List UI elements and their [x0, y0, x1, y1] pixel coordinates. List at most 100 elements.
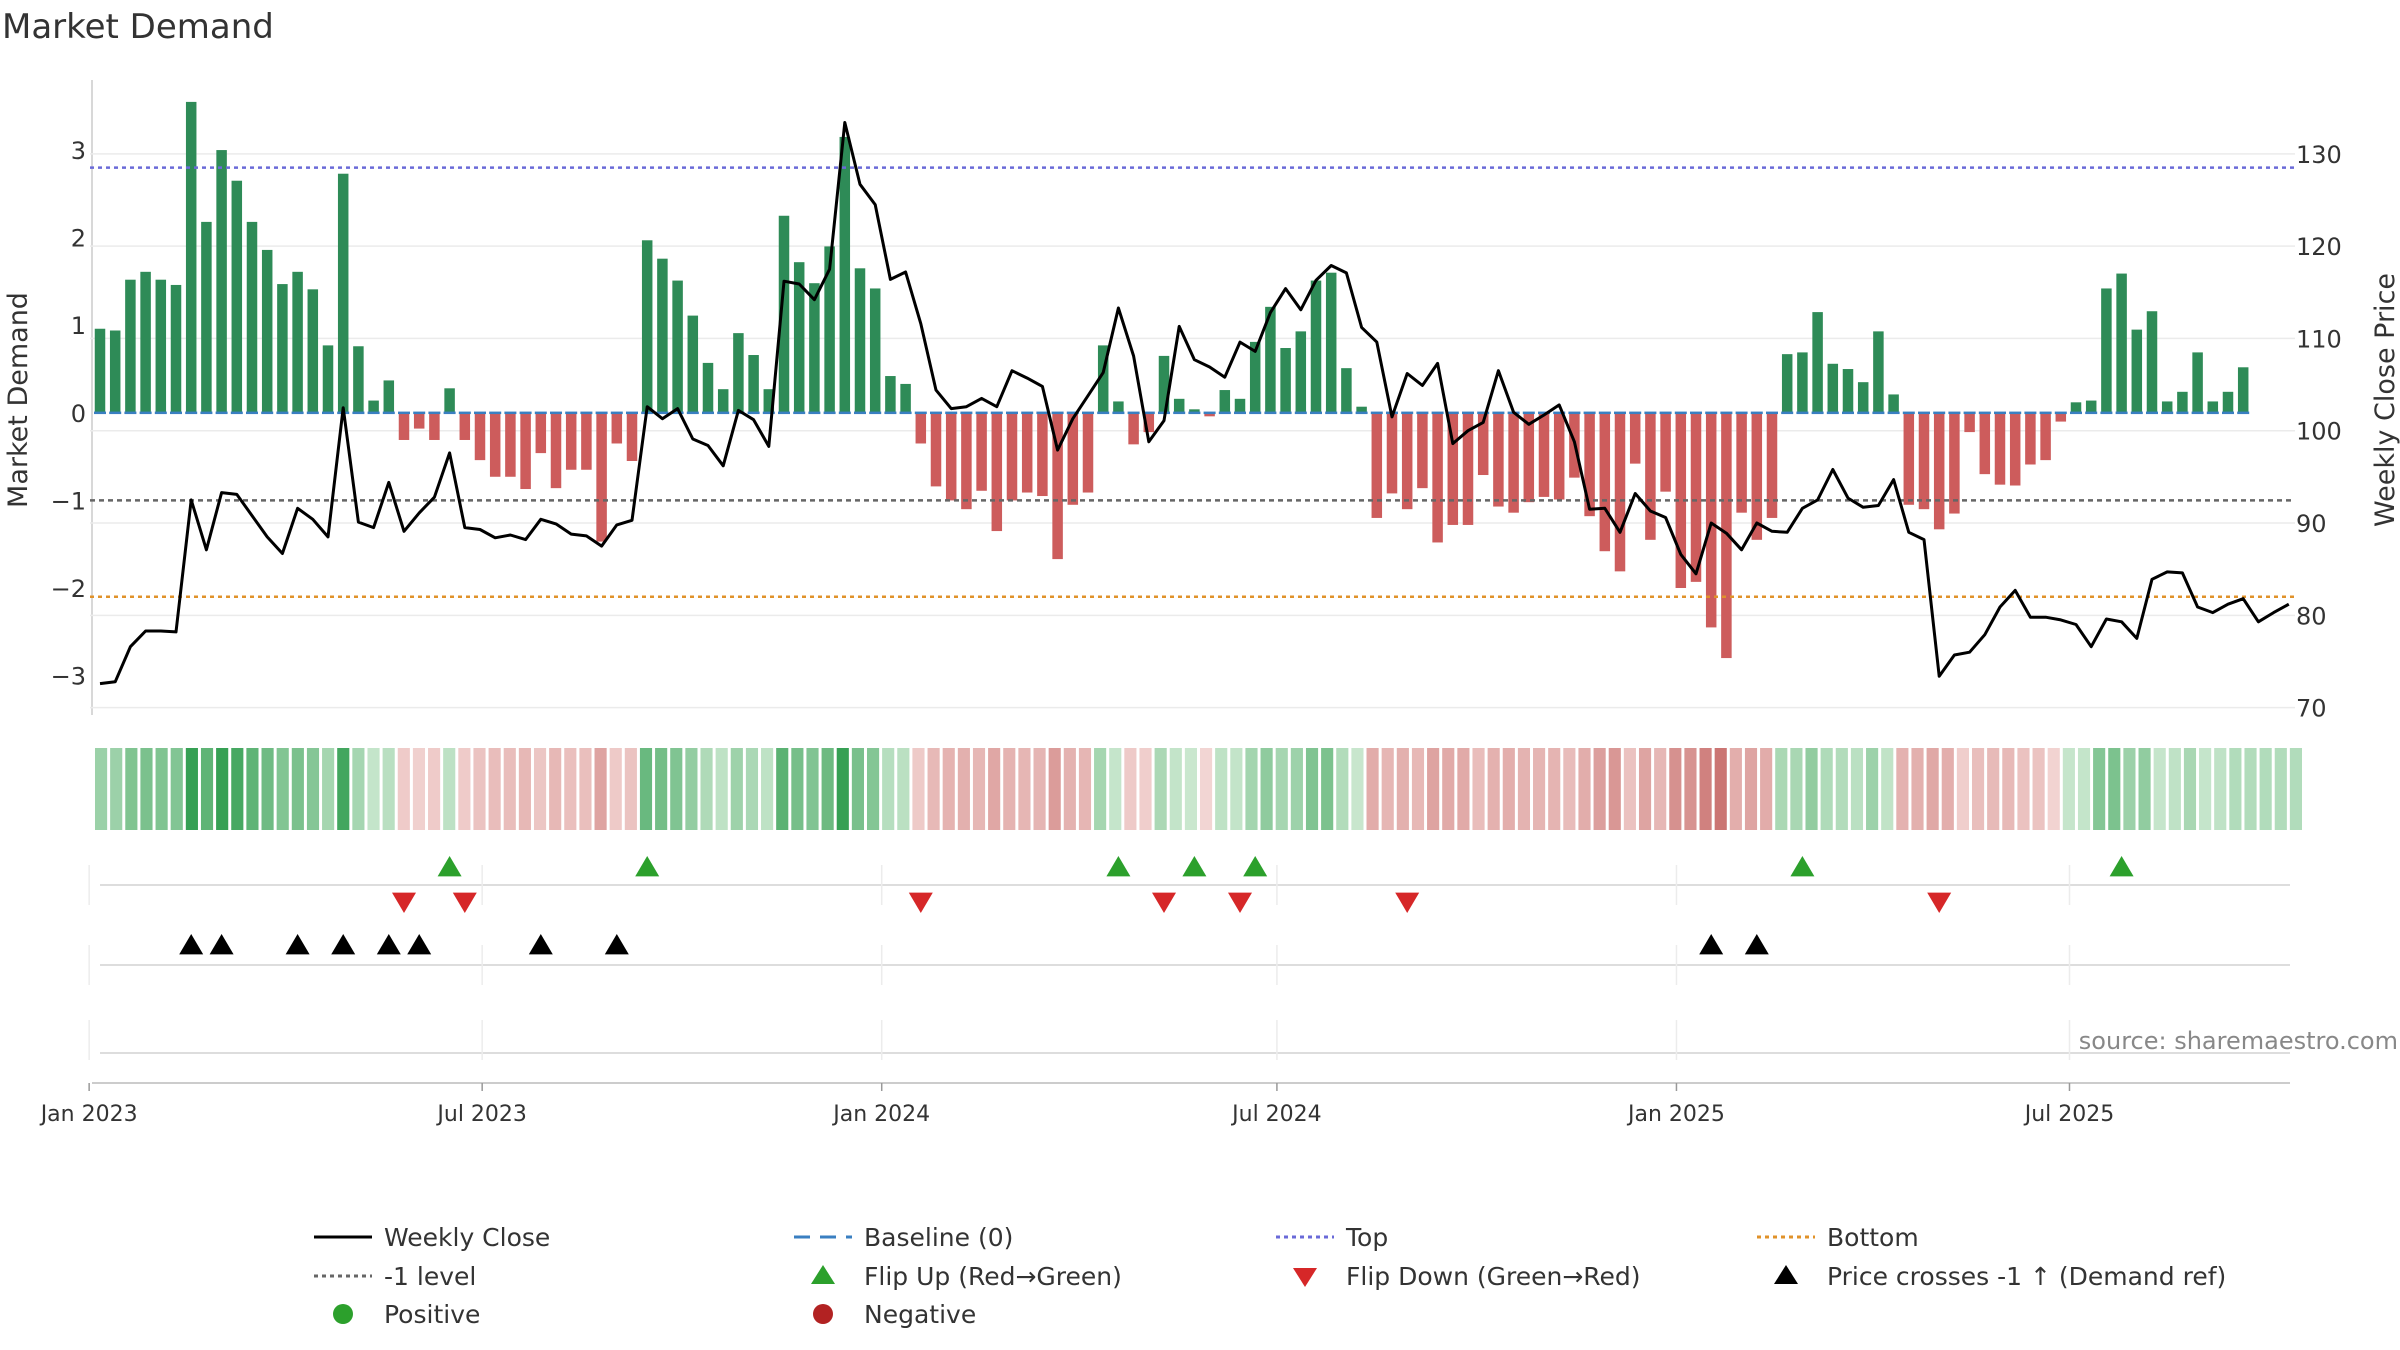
- demand-bar: [1797, 352, 1808, 413]
- heat-cell: [2183, 748, 2197, 830]
- heat-cell: [1472, 748, 1485, 830]
- heat-cell: [200, 748, 214, 830]
- heat-cell: [897, 748, 910, 830]
- demand-bar: [641, 240, 653, 413]
- price-cross-marker: [407, 934, 432, 955]
- heat-cell: [1775, 748, 1788, 830]
- heat-cell: [1638, 748, 1652, 830]
- demand-bar: [596, 412, 607, 542]
- demand-bar: [2131, 329, 2143, 413]
- left-tick-label: 2: [71, 225, 86, 253]
- heat-cell: [1215, 748, 1228, 830]
- demand-bar: [1888, 394, 1899, 413]
- heat-cell: [1336, 748, 1349, 830]
- left-axis-label: Market Demand: [3, 292, 34, 508]
- heat-cell: [1411, 748, 1425, 830]
- heat-cell: [261, 748, 274, 830]
- legend-item: Weekly Close: [314, 1223, 550, 1252]
- demand-bar: [170, 284, 182, 413]
- demand-bar: [672, 280, 683, 413]
- demand-bar: [885, 376, 896, 413]
- heat-cell: [1684, 748, 1697, 830]
- demand-bar: [581, 412, 592, 470]
- flip-up-marker: [1106, 856, 1131, 877]
- legend-label: Flip Down (Green→Red): [1346, 1262, 1641, 1291]
- heat-cell: [927, 748, 940, 830]
- heat-cell: [1987, 748, 2000, 830]
- demand-bar: [1189, 409, 1200, 413]
- demand-bar: [550, 412, 562, 489]
- demand-bar: [1629, 412, 1641, 464]
- demand-bar: [398, 412, 410, 440]
- flip-down-marker: [908, 892, 933, 913]
- demand-bar: [1067, 412, 1079, 505]
- demand-bar: [930, 412, 942, 487]
- heat-cell: [2017, 748, 2030, 830]
- heat-cell: [155, 748, 168, 830]
- heat-cell: [730, 748, 743, 830]
- right-axis-label: Weekly Close Price: [2370, 273, 2400, 527]
- demand-bar: [1812, 312, 1823, 413]
- heat-cell: [1729, 748, 1742, 830]
- heat-cell: [1805, 748, 1818, 830]
- demand-bar: [565, 412, 577, 470]
- legend-label: Positive: [384, 1300, 480, 1329]
- demand-bar: [900, 383, 911, 413]
- demand-bar: [1523, 412, 1535, 503]
- heat-cell: [776, 748, 789, 830]
- right-tick-label: 100: [2296, 418, 2342, 446]
- heat-cell: [1896, 748, 1909, 830]
- demand-bar: [1143, 412, 1155, 433]
- heat-cell: [1381, 748, 1394, 830]
- demand-bar: [535, 412, 547, 454]
- demand-bar: [109, 330, 121, 413]
- demand-bar: [1675, 412, 1687, 588]
- demand-bar: [459, 412, 471, 440]
- heat-cell: [866, 748, 880, 830]
- heat-cell: [912, 748, 925, 830]
- demand-bar: [1280, 348, 1291, 413]
- heat-cell: [170, 748, 183, 830]
- demand-bar: [307, 289, 319, 413]
- heat-cell: [1245, 748, 1258, 830]
- demand-bar: [1781, 354, 1793, 413]
- heat-cell: [745, 748, 759, 830]
- heat-cell: [1184, 748, 1197, 830]
- heat-cell: [2108, 748, 2121, 830]
- demand-bar: [1903, 412, 1915, 505]
- left-tick-label: −3: [51, 663, 86, 691]
- heat-cell: [1623, 748, 1636, 830]
- heat-cell: [1911, 748, 1924, 830]
- heat-cell: [1669, 748, 1682, 830]
- demand-bar: [353, 346, 364, 413]
- heat-cell: [579, 748, 592, 830]
- heat-cell: [1321, 748, 1334, 830]
- left-tick-label: 1: [71, 312, 86, 340]
- demand-bar: [1538, 412, 1550, 497]
- heat-cell: [1275, 748, 1288, 830]
- demand-bar: [1873, 331, 1884, 413]
- heat-cell: [806, 748, 819, 830]
- legend-swatch: [1774, 1265, 1798, 1284]
- legend-item: -1 level: [314, 1262, 476, 1291]
- demand-bar: [976, 412, 987, 491]
- demand-bar: [1462, 412, 1474, 525]
- demand-bar: [657, 258, 668, 413]
- demand-bar: [1599, 412, 1611, 552]
- demand-bar: [854, 268, 866, 413]
- heat-cell: [1563, 748, 1576, 830]
- demand-bar: [2025, 412, 2036, 465]
- legend-label: Negative: [864, 1300, 976, 1329]
- demand-bar: [231, 180, 243, 413]
- x-tick-label: Jul 2024: [1230, 1102, 1322, 1127]
- heat-cell: [1457, 748, 1470, 830]
- x-tick-label: Jan 2024: [831, 1102, 930, 1127]
- price-cross-marker: [179, 934, 204, 955]
- heat-cell: [1850, 748, 1864, 830]
- demand-bar: [1097, 345, 1109, 413]
- demand-bar: [1417, 412, 1428, 489]
- heat-cell: [1608, 748, 1621, 830]
- demand-bar: [2070, 402, 2082, 413]
- weekly-close-line: [99, 121, 2290, 686]
- legend-item: Flip Up (Red→Green): [811, 1262, 1122, 1291]
